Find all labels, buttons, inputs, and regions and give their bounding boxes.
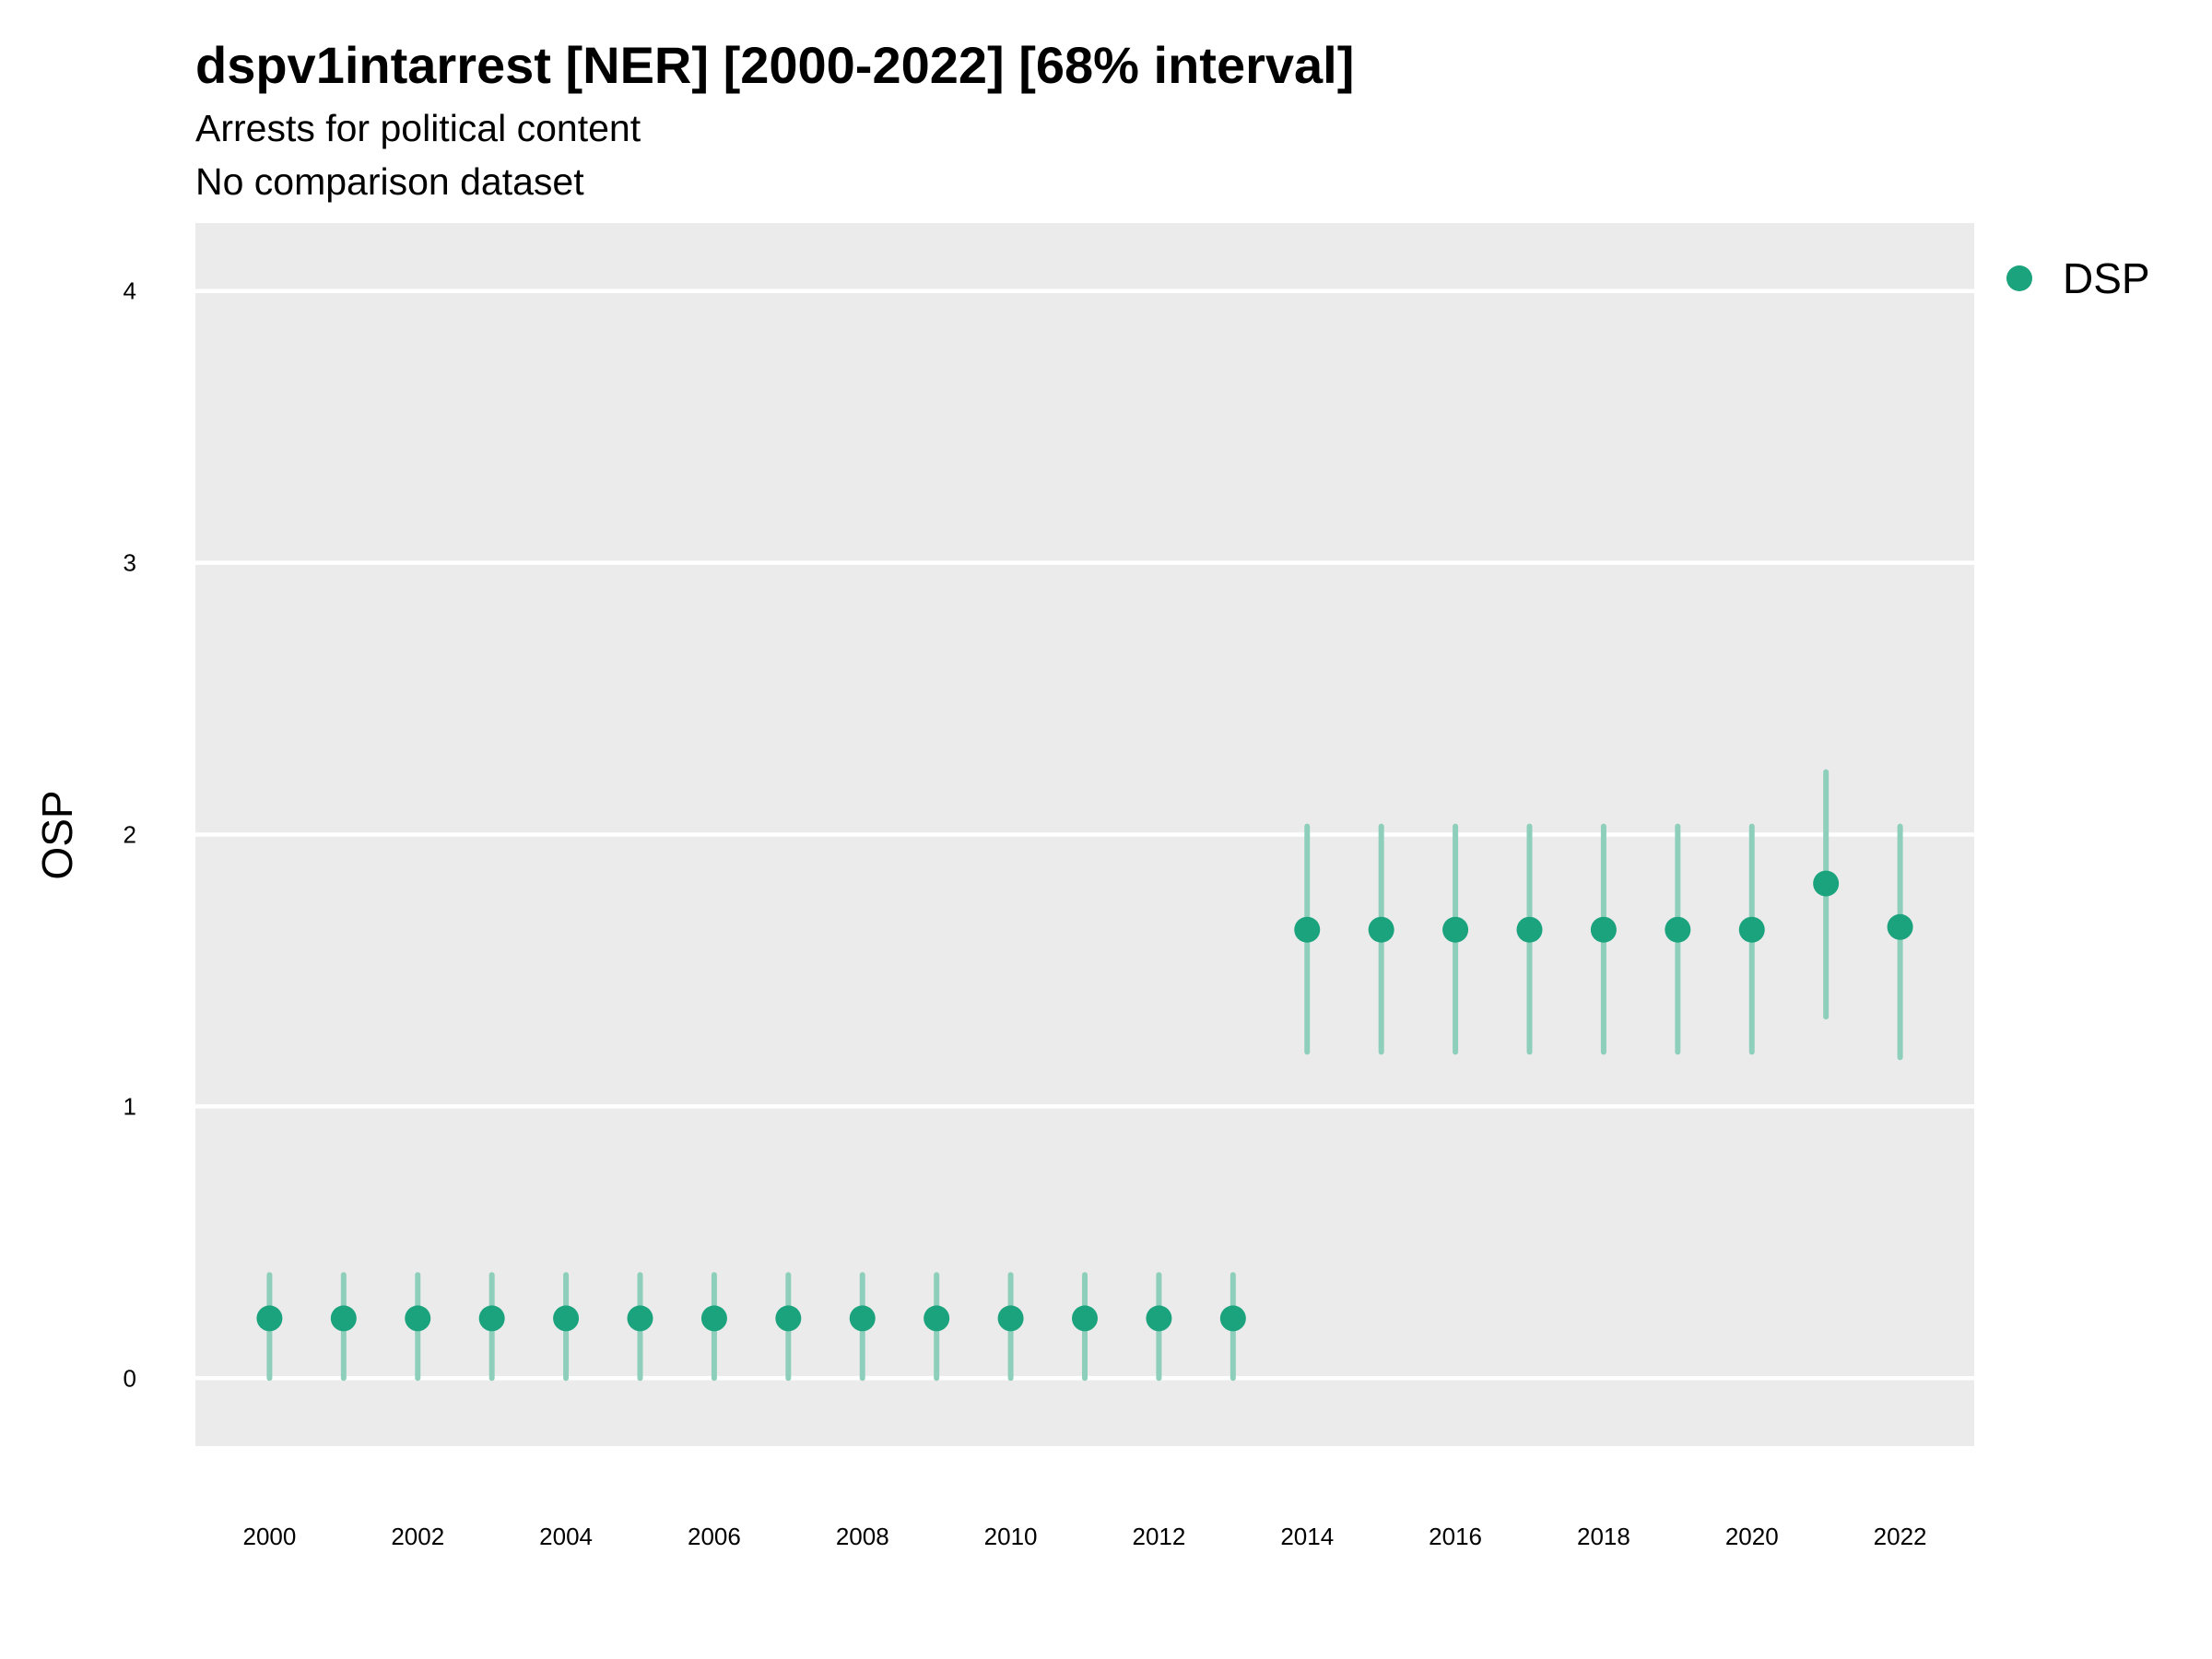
- x-tick-label: 2000: [242, 1523, 296, 1550]
- x-tick-label: 2002: [391, 1523, 444, 1550]
- y-tick-label: 0: [124, 1364, 136, 1392]
- x-tick-label: 2018: [1577, 1523, 1630, 1550]
- data-point: [1813, 870, 1840, 897]
- data-point: [924, 1305, 950, 1332]
- data-point: [1442, 916, 1469, 943]
- x-tick-label: 2022: [1874, 1523, 1927, 1550]
- x-tick-label: 2008: [836, 1523, 889, 1550]
- y-tick-label: 3: [124, 549, 136, 577]
- x-tick-label: 2006: [688, 1523, 741, 1550]
- x-tick-label: 2004: [539, 1523, 593, 1550]
- legend-label-dsp: DSP: [2063, 254, 2150, 302]
- x-tick-label: 2010: [984, 1523, 1038, 1550]
- data-point: [1665, 916, 1691, 943]
- data-point: [1294, 916, 1321, 943]
- data-point: [1738, 916, 1765, 943]
- x-tick-label: 2020: [1725, 1523, 1779, 1550]
- x-tick-label: 2016: [1429, 1523, 1482, 1550]
- data-point: [627, 1305, 653, 1332]
- data-point: [256, 1305, 283, 1332]
- data-point: [849, 1305, 876, 1332]
- data-point: [700, 1305, 727, 1332]
- data-point: [1146, 1305, 1172, 1332]
- x-tick-label: 2012: [1132, 1523, 1185, 1550]
- data-point: [1516, 916, 1543, 943]
- y-axis-title: OSP: [33, 790, 81, 879]
- y-tick-label: 2: [124, 821, 136, 849]
- chart-caption: No comparison dataset: [195, 160, 584, 203]
- data-point: [775, 1305, 802, 1332]
- data-point: [478, 1305, 505, 1332]
- y-tick-label: 1: [124, 1092, 136, 1120]
- y-tick-label: 4: [124, 277, 136, 305]
- data-point: [997, 1305, 1024, 1332]
- data-point: [1219, 1305, 1246, 1332]
- data-point: [1887, 913, 1913, 940]
- data-point: [1072, 1305, 1098, 1332]
- data-point: [405, 1305, 431, 1332]
- data-point: [553, 1305, 580, 1332]
- data-point: [1590, 916, 1617, 943]
- x-tick-label: 2014: [1280, 1523, 1334, 1550]
- y-axis-ticks: 0 1 2 3 4: [124, 277, 136, 1393]
- x-axis-ticks: 2000 2002 2004 2006 2008 2010 2012 2014 2016 2018…: [242, 1523, 1926, 1550]
- data-points: [256, 870, 1913, 1332]
- chart-title: dspv1intarrest [NER] [2000-2022] [68% in…: [195, 36, 1355, 94]
- legend-swatch-dsp: [2006, 265, 2032, 291]
- data-point: [330, 1305, 357, 1332]
- legend: DSP: [2006, 254, 2150, 302]
- chart-subtitle: Arrests for political content: [195, 107, 641, 149]
- data-point: [1368, 916, 1394, 943]
